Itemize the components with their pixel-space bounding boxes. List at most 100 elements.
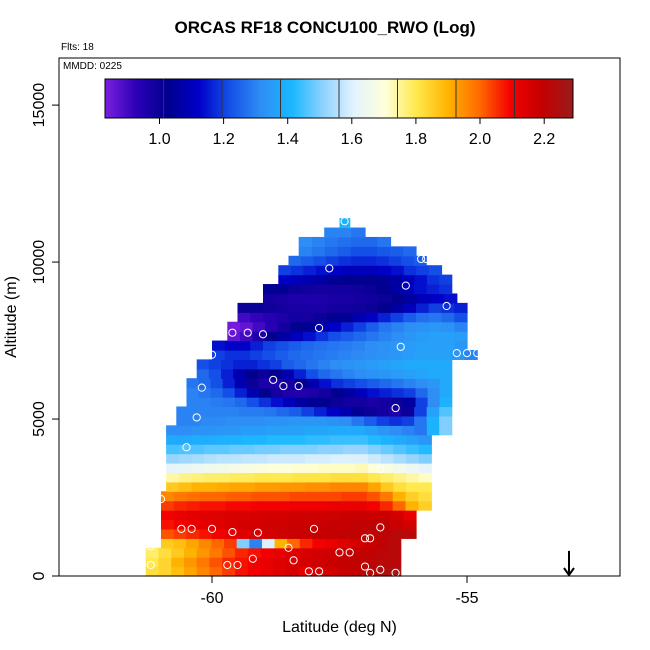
heatmap-cell xyxy=(349,557,364,568)
heatmap-cell xyxy=(275,284,289,295)
observation-point xyxy=(131,560,140,570)
heatmap-cell xyxy=(289,491,304,502)
heatmap-cell xyxy=(245,359,259,370)
heatmap-cell xyxy=(428,302,443,313)
heatmap-cell xyxy=(413,284,428,295)
heatmap-cell xyxy=(263,491,278,502)
heatmap-cell xyxy=(224,519,239,530)
heatmap-cell xyxy=(275,340,290,351)
heatmap-cell xyxy=(324,236,339,247)
heatmap-cell xyxy=(390,368,404,379)
observation-point xyxy=(401,281,410,290)
observation-point xyxy=(258,330,268,339)
heatmap-cell xyxy=(198,538,213,549)
heatmap-cell xyxy=(269,368,283,379)
heatmap-cell xyxy=(403,321,418,332)
heatmap-cell xyxy=(238,406,253,417)
observation-point xyxy=(253,528,262,537)
heatmap-cell xyxy=(406,481,420,492)
heatmap-cell xyxy=(290,331,304,342)
heatmap-cell xyxy=(241,453,256,464)
heatmap-cell xyxy=(315,425,329,436)
heatmap-cell xyxy=(367,378,380,389)
heatmap-cell xyxy=(403,387,417,398)
heatmap-cell xyxy=(365,528,379,539)
y-tick-label: 0 xyxy=(31,571,48,580)
y-tick-label: 10000 xyxy=(31,240,48,285)
heatmap-cell xyxy=(166,472,180,483)
heatmap-cell xyxy=(349,547,364,558)
heatmap-cell xyxy=(354,500,368,511)
heatmap-cell xyxy=(275,302,290,313)
colorbar-tick-label: 1.2 xyxy=(212,131,234,148)
heatmap-cell xyxy=(275,349,289,360)
heatmap-cell xyxy=(324,566,338,577)
heatmap-cell xyxy=(427,378,441,389)
heatmap-cell xyxy=(416,265,430,276)
heatmap-cell xyxy=(298,557,313,568)
heatmap-cell xyxy=(183,566,198,577)
heatmap-cell xyxy=(171,557,185,568)
heatmap-cell xyxy=(311,547,325,558)
heatmap-cell xyxy=(325,349,339,360)
heatmap-cell xyxy=(288,302,302,313)
heatmap-cell xyxy=(439,387,453,398)
heatmap-cell xyxy=(238,491,252,502)
heatmap-cell xyxy=(227,321,241,332)
heatmap-cell xyxy=(250,510,264,521)
heatmap-cell xyxy=(241,462,256,473)
heatmap-cell xyxy=(340,274,354,285)
heatmap-cell xyxy=(327,293,342,304)
observation-point xyxy=(207,524,217,534)
heatmap-cell xyxy=(250,340,264,351)
heatmap-cell xyxy=(265,321,279,332)
heatmap-cell xyxy=(378,359,392,370)
heatmap-cell xyxy=(246,387,260,398)
heatmap-cell xyxy=(287,349,301,360)
heatmap-cell xyxy=(229,462,243,473)
heatmap-cell xyxy=(276,491,291,502)
heatmap-cell xyxy=(279,462,293,473)
heatmap-cell xyxy=(305,472,319,483)
heatmap-cell xyxy=(338,284,352,295)
heatmap-cell xyxy=(196,359,210,370)
heatmap-cell xyxy=(234,397,248,408)
heatmap-cell xyxy=(300,284,314,295)
observation-point xyxy=(233,560,242,570)
heatmap-cell xyxy=(362,538,377,549)
heatmap-cell xyxy=(387,557,402,568)
observation-point xyxy=(207,350,217,359)
heatmap-cell xyxy=(161,491,175,502)
heatmap-cell xyxy=(439,349,453,360)
heatmap-cell xyxy=(403,312,417,323)
heatmap-cell xyxy=(353,331,367,342)
heatmap-cell xyxy=(301,406,315,417)
observation-point xyxy=(360,562,370,571)
heatmap-cell xyxy=(330,472,344,483)
heatmap-cell xyxy=(351,236,365,247)
heatmap-cell xyxy=(314,293,329,304)
heatmap-cell xyxy=(252,321,266,332)
heatmap-cell xyxy=(226,406,240,417)
x-tick-label: -55 xyxy=(455,590,478,607)
heatmap-cell xyxy=(251,406,265,417)
observation-point xyxy=(243,328,252,337)
heatmap-cell xyxy=(270,387,284,398)
heatmap-cell xyxy=(363,255,377,266)
heatmap-cell xyxy=(355,387,368,398)
observation-point xyxy=(376,523,385,532)
heatmap-cell xyxy=(203,434,218,445)
heatmap-cell xyxy=(364,406,378,417)
heatmap-cell xyxy=(390,510,404,521)
heatmap-cell xyxy=(178,453,192,464)
heatmap-cell xyxy=(355,434,369,445)
heatmap-cell xyxy=(263,340,277,351)
heatmap-cell xyxy=(313,255,327,266)
heatmap-cell xyxy=(239,321,254,332)
heatmap-cell xyxy=(260,566,274,577)
heatmap-cell xyxy=(302,425,316,436)
heatmap-cell xyxy=(178,425,192,436)
heatmap-cell xyxy=(342,359,356,370)
heatmap-cell xyxy=(199,510,213,521)
heatmap-cell xyxy=(366,359,380,370)
